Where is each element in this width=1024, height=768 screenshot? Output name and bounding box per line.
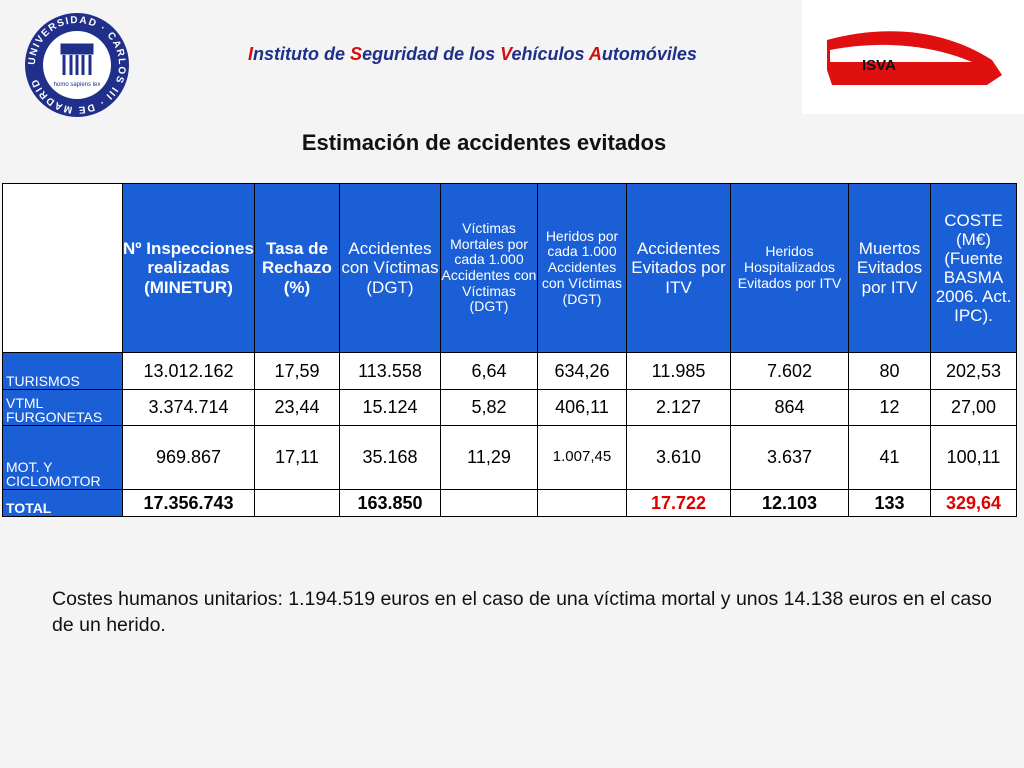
row-label: VTML FURGONETAS — [2, 389, 123, 426]
data-table: Nº Inspecciones realizadas (MINETUR) Tasa… — [2, 183, 1017, 517]
cell: 27,00 — [930, 389, 1017, 426]
cell: 35.168 — [339, 425, 441, 490]
cell: 13.012.162 — [122, 352, 255, 390]
cell: 11,29 — [440, 425, 538, 490]
cell: 11.985 — [626, 352, 731, 390]
cell: 2.127 — [626, 389, 731, 426]
cell: 329,64 — [930, 489, 1017, 517]
cell: 202,53 — [930, 352, 1017, 390]
cell: 969.867 — [122, 425, 255, 490]
table-row: TOTAL 17.356.743 163.850 17.722 12.103 133 329… — [2, 489, 1017, 517]
row-label: TOTAL — [2, 489, 123, 517]
cell: 1.007,45 — [537, 425, 627, 490]
cell: 5,82 — [440, 389, 538, 426]
column-header: Heridos Hospitalizados Evitados por ITV — [730, 183, 849, 353]
seal-motto: homo sapiens lex — [54, 82, 101, 88]
header-title: Instituto de Seguridad de los Vehículos … — [248, 44, 697, 64]
column-header: COSTE (M€) (Fuente BASMA 2006. Act. IPC)… — [930, 183, 1017, 353]
cell: 7.602 — [730, 352, 849, 390]
column-header — [2, 183, 123, 353]
cell: 17.722 — [626, 489, 731, 517]
cell — [254, 489, 340, 517]
table-row: VTML FURGONETAS 3.374.714 23,44 15.124 5,82 4… — [2, 389, 1017, 426]
column-header: Accidentes con Víctimas (DGT) — [339, 183, 441, 353]
university-seal: UNIVERSIDAD · CARLOS III · DE MADRID hom… — [25, 13, 129, 117]
column-header: Heridos por cada 1.000 Accidentes con Ví… — [537, 183, 627, 353]
cell: 23,44 — [254, 389, 340, 426]
cell: 113.558 — [339, 352, 441, 390]
cell: 41 — [848, 425, 931, 490]
cell: 100,11 — [930, 425, 1017, 490]
cell: 12 — [848, 389, 931, 426]
cell: 3.637 — [730, 425, 849, 490]
cell: 17,11 — [254, 425, 340, 490]
cell: 6,64 — [440, 352, 538, 390]
cell: 406,11 — [537, 389, 627, 426]
header-row: Nº Inspecciones realizadas (MINETUR) Tasa… — [2, 183, 1017, 353]
cell: 17.356.743 — [122, 489, 255, 517]
cell: 163.850 — [339, 489, 441, 517]
logo-text: ISVA — [862, 57, 896, 74]
isva-logo: ISVA — [802, 0, 1024, 114]
cell: 15.124 — [339, 389, 441, 426]
column-header: Muertos Evitados por ITV — [848, 183, 931, 353]
cell: 864 — [730, 389, 849, 426]
column-header: Accidentes Evitados por ITV — [626, 183, 731, 353]
column-header: Víctimas Mortales por cada 1.000 Acciden… — [440, 183, 538, 353]
cell — [440, 489, 538, 517]
column-header: Nº Inspecciones realizadas (MINETUR) — [122, 183, 255, 353]
cell — [537, 489, 627, 517]
table-row: MOT. Y CICLOMOTOR 969.867 17,11 35.168 11,29… — [2, 425, 1017, 490]
cell: 12.103 — [730, 489, 849, 517]
table-row: TURISMOS 13.012.162 17,59 113.558 6,64 634,26… — [2, 352, 1017, 390]
cell: 80 — [848, 352, 931, 390]
cell: 133 — [848, 489, 931, 517]
row-label: MOT. Y CICLOMOTOR — [2, 425, 123, 490]
footnote: Costes humanos unitarios: 1.194.519 euro… — [52, 588, 992, 637]
heading: Estimación de accidentes evitados — [301, 130, 667, 155]
cell: 17,59 — [254, 352, 340, 390]
cell: 634,26 — [537, 352, 627, 390]
cell: 3.610 — [626, 425, 731, 490]
row-label: TURISMOS — [2, 352, 123, 390]
cell: 3.374.714 — [122, 389, 255, 426]
column-header: Tasa de Rechazo (%) — [254, 183, 340, 353]
